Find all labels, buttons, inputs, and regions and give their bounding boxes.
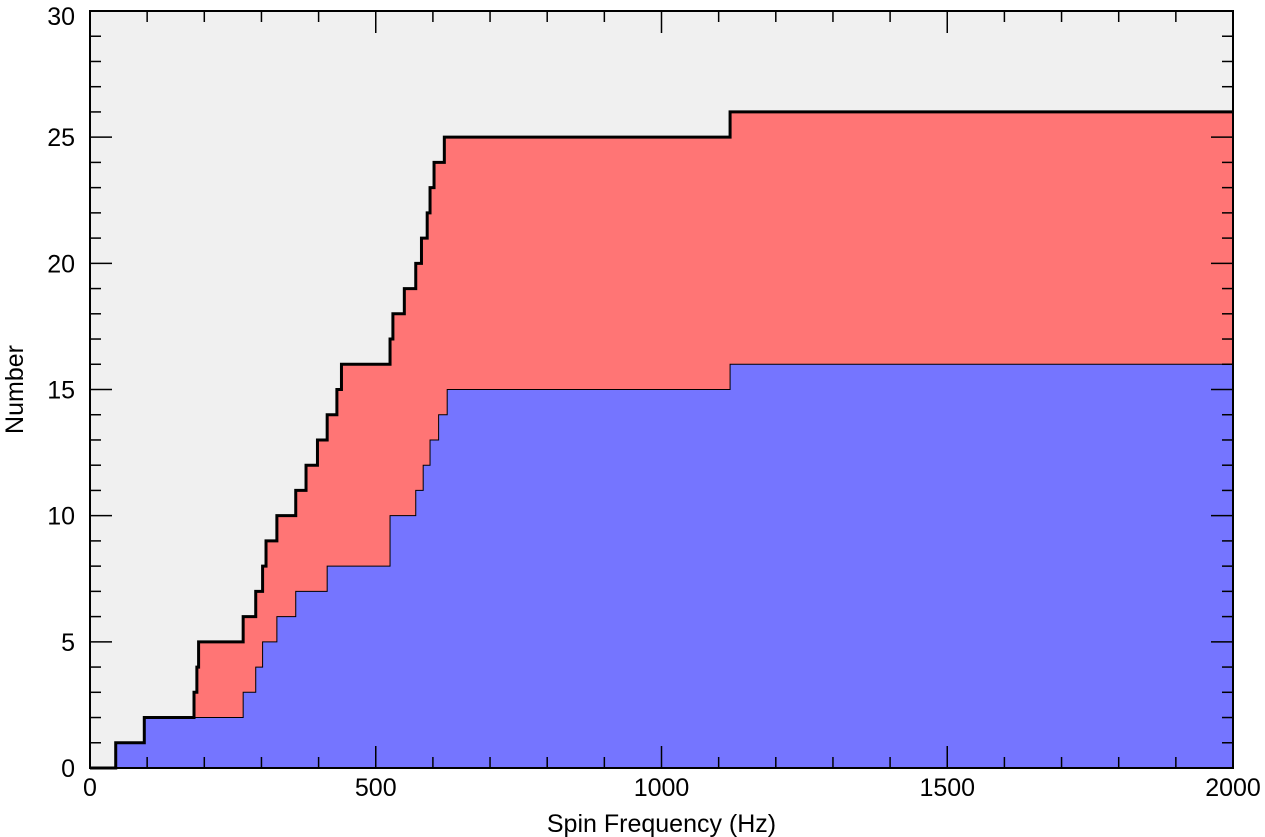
y-tick-label: 5	[61, 629, 75, 657]
blue-series-outline	[115, 363, 1233, 768]
y-axis-title: Number	[1, 345, 29, 434]
plot-frame	[89, 10, 1234, 769]
axis-ticks	[89, 10, 1234, 769]
y-tick-label: 30	[47, 3, 75, 31]
y-tick-label: 0	[61, 755, 75, 783]
y-tick-label: 10	[47, 503, 75, 531]
x-tick-label: 1500	[919, 774, 975, 802]
y-tick-label: 25	[47, 124, 75, 152]
x-axis-title: Spin Frequency (Hz)	[547, 810, 776, 837]
tick-labels: 0 500 1000 1500 2000 0 5 10 15 20 25 30	[47, 3, 1261, 802]
x-tick-label: 500	[355, 774, 397, 802]
y-tick-label: 15	[47, 377, 75, 405]
x-tick-label: 1000	[634, 774, 690, 802]
total-series-outline	[90, 110, 1233, 770]
x-tick-label: 0	[83, 774, 97, 802]
blue-area	[115, 364, 1234, 768]
x-tick-label: 2000	[1205, 774, 1261, 802]
y-tick-label: 20	[47, 250, 75, 278]
